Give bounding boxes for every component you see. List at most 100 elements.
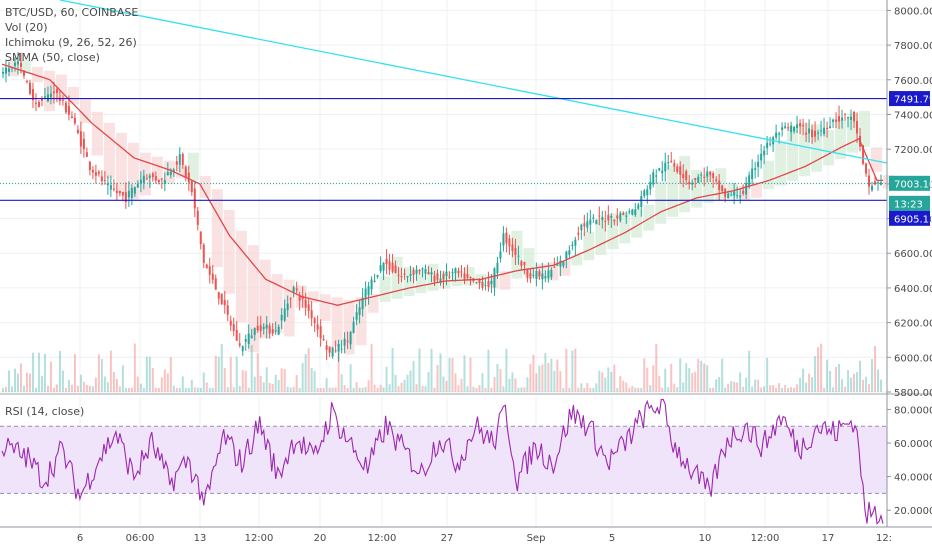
candle-body bbox=[310, 310, 313, 319]
volume-bar bbox=[397, 386, 400, 392]
volume-bar bbox=[457, 385, 460, 392]
candle-body bbox=[349, 331, 352, 345]
volume-bar bbox=[25, 372, 28, 392]
candle-body bbox=[166, 172, 169, 176]
volume-bar bbox=[670, 363, 673, 392]
time-tick-label: 12:00 bbox=[245, 533, 274, 544]
price-tick-label: 7400.00 bbox=[894, 110, 932, 121]
smma-legend[interactable]: SMMA (50, close) bbox=[5, 51, 100, 64]
time-tick-label: Sep bbox=[527, 533, 546, 544]
candle-body bbox=[391, 262, 394, 272]
volume-bar bbox=[433, 387, 436, 392]
candle-body bbox=[814, 130, 817, 137]
cloud-segment bbox=[655, 181, 667, 224]
volume-bar bbox=[121, 365, 124, 392]
time-tick-label: 12:00 bbox=[368, 533, 397, 544]
candle-body bbox=[382, 262, 385, 271]
candle-body bbox=[877, 182, 880, 184]
volume-bar bbox=[64, 387, 67, 392]
volume-bar bbox=[676, 387, 679, 392]
volume-bar bbox=[388, 384, 391, 392]
candle-body bbox=[247, 333, 250, 344]
candle-body bbox=[292, 286, 295, 293]
volume-bar bbox=[487, 349, 490, 392]
candle-body bbox=[106, 183, 109, 186]
volume-bar bbox=[811, 377, 814, 392]
candle-body bbox=[586, 221, 589, 228]
volume-bar bbox=[523, 387, 526, 392]
candle-body bbox=[490, 280, 493, 285]
candle-body bbox=[688, 181, 691, 185]
volume-bar bbox=[319, 387, 322, 392]
cloud-segment bbox=[439, 270, 451, 289]
candle-body bbox=[187, 172, 190, 183]
candle-body bbox=[274, 330, 277, 332]
candle-body bbox=[376, 275, 379, 278]
candle-body bbox=[91, 169, 94, 173]
cloud-segment bbox=[463, 267, 475, 286]
cloud-segment bbox=[19, 60, 31, 74]
volume-bar bbox=[823, 387, 826, 392]
volume-bar bbox=[208, 387, 211, 392]
volume-bar bbox=[778, 383, 781, 392]
volume-bar bbox=[151, 368, 154, 392]
candle-body bbox=[421, 268, 424, 270]
candle-body bbox=[661, 170, 664, 174]
cloud-segment bbox=[715, 168, 727, 201]
volume-bar bbox=[256, 353, 259, 392]
candle-body bbox=[502, 233, 505, 246]
candle-body bbox=[385, 258, 388, 265]
volume-bar bbox=[796, 384, 799, 392]
volume-bar bbox=[559, 371, 562, 392]
candle-body bbox=[160, 178, 163, 180]
volume-bar bbox=[766, 357, 769, 392]
drawings[interactable] bbox=[0, 0, 888, 201]
volume-bar bbox=[274, 374, 277, 392]
cloud-segment bbox=[691, 169, 703, 208]
cloud-segment bbox=[763, 160, 775, 190]
volume-bar bbox=[253, 376, 256, 392]
candle-body bbox=[103, 179, 106, 181]
volume-bar bbox=[664, 368, 667, 392]
symbol-title[interactable]: BTC/USD, 60, COINBASE bbox=[5, 6, 139, 19]
vol-legend[interactable]: Vol (20) bbox=[5, 21, 48, 34]
cloud-segment bbox=[379, 276, 391, 302]
volume-bar bbox=[166, 373, 169, 392]
volume-bar bbox=[76, 385, 79, 392]
cloud-segment bbox=[367, 294, 379, 313]
volume-bar bbox=[502, 386, 505, 392]
candle-body bbox=[403, 273, 406, 275]
volume-bar bbox=[421, 385, 424, 392]
candle-body bbox=[313, 318, 316, 324]
volume-bar bbox=[187, 387, 190, 392]
candle-body bbox=[31, 89, 34, 101]
volume-bar bbox=[73, 354, 76, 392]
volume-bar bbox=[832, 387, 835, 392]
candle-body bbox=[769, 143, 772, 145]
cloud-segment bbox=[583, 231, 595, 261]
volume-bar bbox=[7, 370, 10, 392]
volume-bar bbox=[283, 368, 286, 392]
cloud-segment bbox=[151, 156, 163, 181]
volume-bar bbox=[145, 356, 148, 392]
candle-body bbox=[418, 270, 421, 272]
volume-bar bbox=[697, 358, 700, 392]
candle-body bbox=[451, 272, 454, 274]
volume-bar bbox=[271, 383, 274, 392]
cloud-segment bbox=[643, 204, 655, 231]
cloud-segment bbox=[103, 122, 115, 179]
candle-body bbox=[718, 180, 721, 191]
candle-body bbox=[841, 117, 844, 121]
candle-body bbox=[100, 176, 103, 182]
candle-body bbox=[805, 132, 808, 135]
cloud-segment bbox=[79, 99, 91, 124]
last-price-badge-bg bbox=[889, 175, 930, 191]
cloud-segment bbox=[271, 274, 283, 334]
cloud-segment bbox=[175, 164, 187, 179]
ichimoku-legend[interactable]: Ichimoku (9, 26, 52, 26) bbox=[5, 36, 137, 49]
volume-bar bbox=[877, 369, 880, 392]
rsi-title[interactable]: RSI (14, close) bbox=[5, 405, 85, 418]
cloud-segment bbox=[343, 300, 355, 355]
